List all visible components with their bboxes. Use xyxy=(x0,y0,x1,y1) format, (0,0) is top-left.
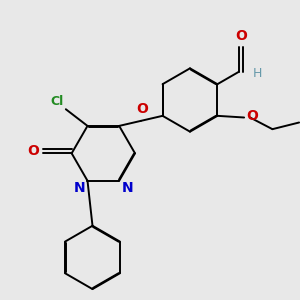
Text: N: N xyxy=(122,182,134,195)
Text: H: H xyxy=(252,67,262,80)
Text: O: O xyxy=(136,102,148,116)
Text: O: O xyxy=(246,109,258,123)
Text: O: O xyxy=(235,29,247,43)
Text: O: O xyxy=(28,144,39,158)
Text: Cl: Cl xyxy=(50,94,63,108)
Text: N: N xyxy=(74,182,86,195)
